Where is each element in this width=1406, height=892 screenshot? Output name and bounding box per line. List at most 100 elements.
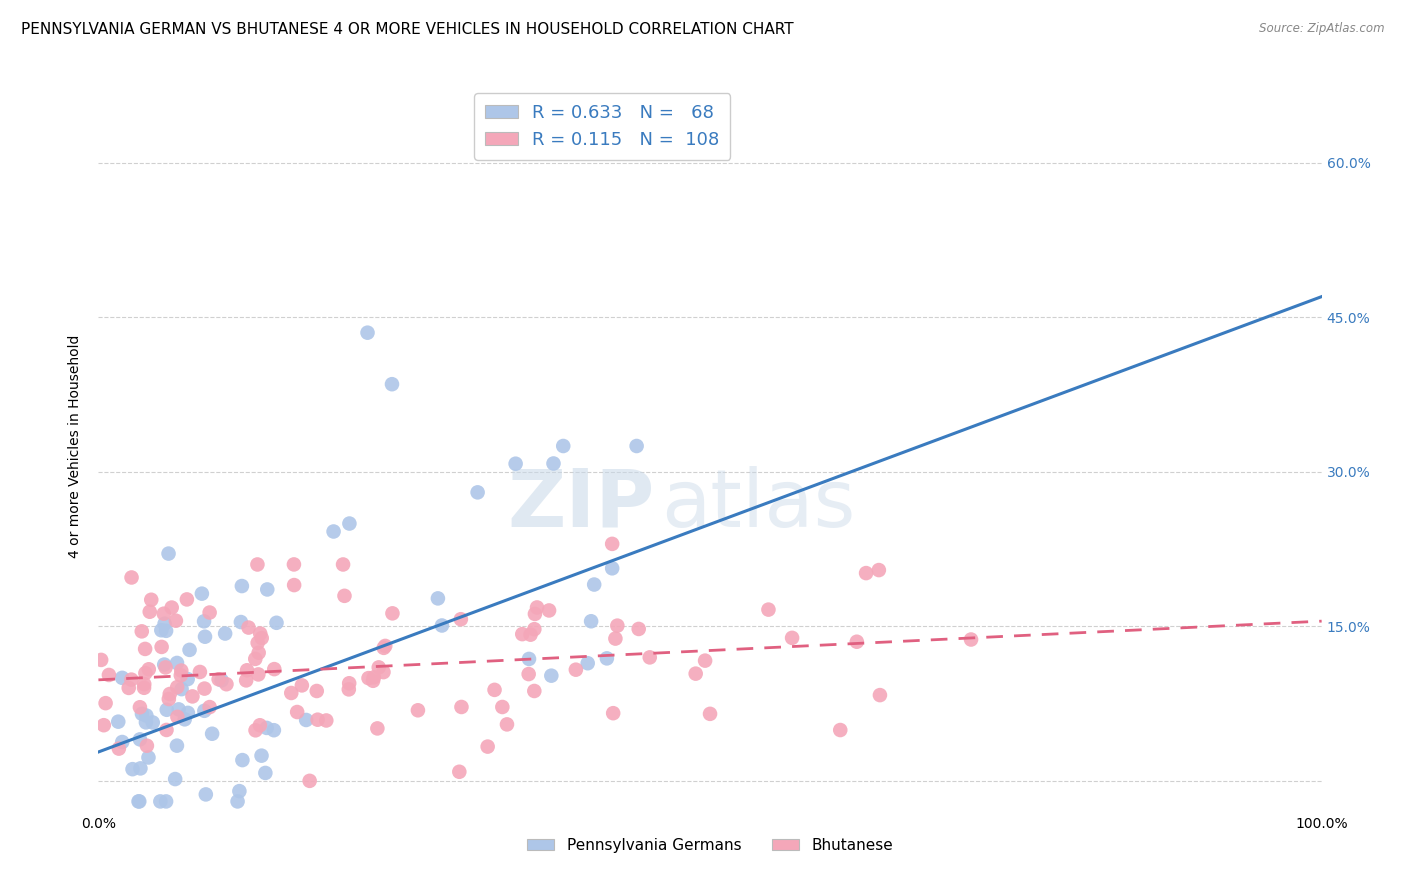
Point — [361, 673, 384, 688]
Point — [477, 739, 499, 754]
Point — [627, 622, 650, 636]
Point — [254, 766, 277, 780]
Point — [93, 718, 115, 732]
Point — [128, 794, 150, 808]
Point — [201, 727, 224, 741]
Point — [153, 616, 176, 631]
Point — [373, 640, 395, 655]
Point — [496, 717, 519, 731]
Point — [155, 794, 177, 808]
Point — [153, 657, 176, 672]
Point — [226, 794, 249, 808]
Point — [366, 722, 388, 736]
Point — [373, 665, 395, 679]
Point — [176, 592, 198, 607]
Point — [367, 660, 389, 674]
Point — [357, 671, 380, 685]
Point — [150, 624, 173, 638]
Point — [111, 735, 134, 749]
Point — [247, 667, 270, 681]
Point — [166, 656, 188, 670]
Point — [108, 741, 131, 756]
Point — [160, 600, 183, 615]
Text: PENNSYLVANIA GERMAN VS BHUTANESE 4 OR MORE VEHICLES IN HOUSEHOLD CORRELATION CHA: PENNSYLVANIA GERMAN VS BHUTANESE 4 OR MO… — [21, 22, 794, 37]
Point — [426, 591, 449, 606]
Point — [94, 696, 117, 710]
Point — [830, 723, 852, 737]
Point — [129, 732, 152, 747]
Point — [231, 579, 253, 593]
Point — [193, 704, 215, 718]
Point — [236, 663, 259, 677]
Point — [363, 670, 385, 684]
Point — [337, 676, 360, 690]
Point — [523, 622, 546, 636]
Point — [141, 592, 163, 607]
Point — [381, 377, 404, 392]
Point — [626, 439, 648, 453]
Legend: Pennsylvania Germans, Bhutanese: Pennsylvania Germans, Bhutanese — [520, 831, 900, 859]
Point — [246, 558, 269, 572]
Point — [167, 702, 190, 716]
Point — [188, 665, 211, 679]
Point — [596, 651, 619, 665]
Point — [134, 677, 156, 691]
Point — [263, 662, 285, 676]
Point — [491, 700, 513, 714]
Point — [780, 631, 803, 645]
Point — [450, 612, 472, 626]
Point — [166, 680, 188, 694]
Point — [193, 681, 215, 696]
Point — [97, 668, 120, 682]
Point — [505, 457, 527, 471]
Point — [228, 784, 250, 798]
Point — [194, 630, 217, 644]
Point — [198, 700, 221, 714]
Point — [583, 577, 606, 591]
Point — [406, 703, 429, 717]
Point — [176, 672, 198, 686]
Point — [685, 666, 707, 681]
Point — [166, 710, 188, 724]
Point — [235, 673, 257, 688]
Point — [333, 589, 356, 603]
Point — [157, 547, 180, 561]
Point — [283, 558, 305, 572]
Point — [129, 761, 152, 775]
Point — [322, 524, 344, 539]
Point — [193, 615, 215, 629]
Point — [249, 626, 271, 640]
Point — [250, 748, 273, 763]
Point — [960, 632, 983, 647]
Point — [129, 700, 152, 714]
Point — [250, 631, 273, 645]
Point — [553, 439, 575, 453]
Point — [131, 706, 153, 721]
Point — [120, 673, 142, 687]
Point — [291, 678, 314, 692]
Point — [155, 660, 177, 674]
Text: atlas: atlas — [661, 466, 855, 543]
Point — [519, 628, 541, 642]
Point — [510, 627, 533, 641]
Point — [600, 537, 623, 551]
Point — [295, 713, 318, 727]
Point — [194, 788, 217, 802]
Point — [517, 652, 540, 666]
Point — [90, 653, 112, 667]
Point — [181, 690, 204, 704]
Point — [231, 753, 253, 767]
Point — [565, 663, 588, 677]
Text: ZIP: ZIP — [508, 466, 655, 543]
Point — [107, 714, 129, 729]
Point — [337, 682, 360, 697]
Point — [215, 677, 238, 691]
Point — [758, 602, 780, 616]
Point — [602, 706, 624, 721]
Point — [266, 615, 288, 630]
Point — [576, 657, 599, 671]
Point — [540, 668, 562, 682]
Point — [263, 723, 285, 738]
Point — [283, 578, 305, 592]
Point — [280, 686, 302, 700]
